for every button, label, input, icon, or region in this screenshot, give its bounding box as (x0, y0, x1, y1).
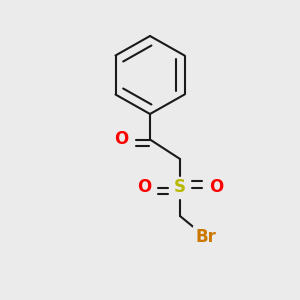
Text: O: O (209, 178, 223, 196)
Text: O: O (137, 178, 151, 196)
Text: Br: Br (195, 228, 216, 246)
Text: S: S (174, 178, 186, 196)
Text: O: O (114, 130, 129, 148)
